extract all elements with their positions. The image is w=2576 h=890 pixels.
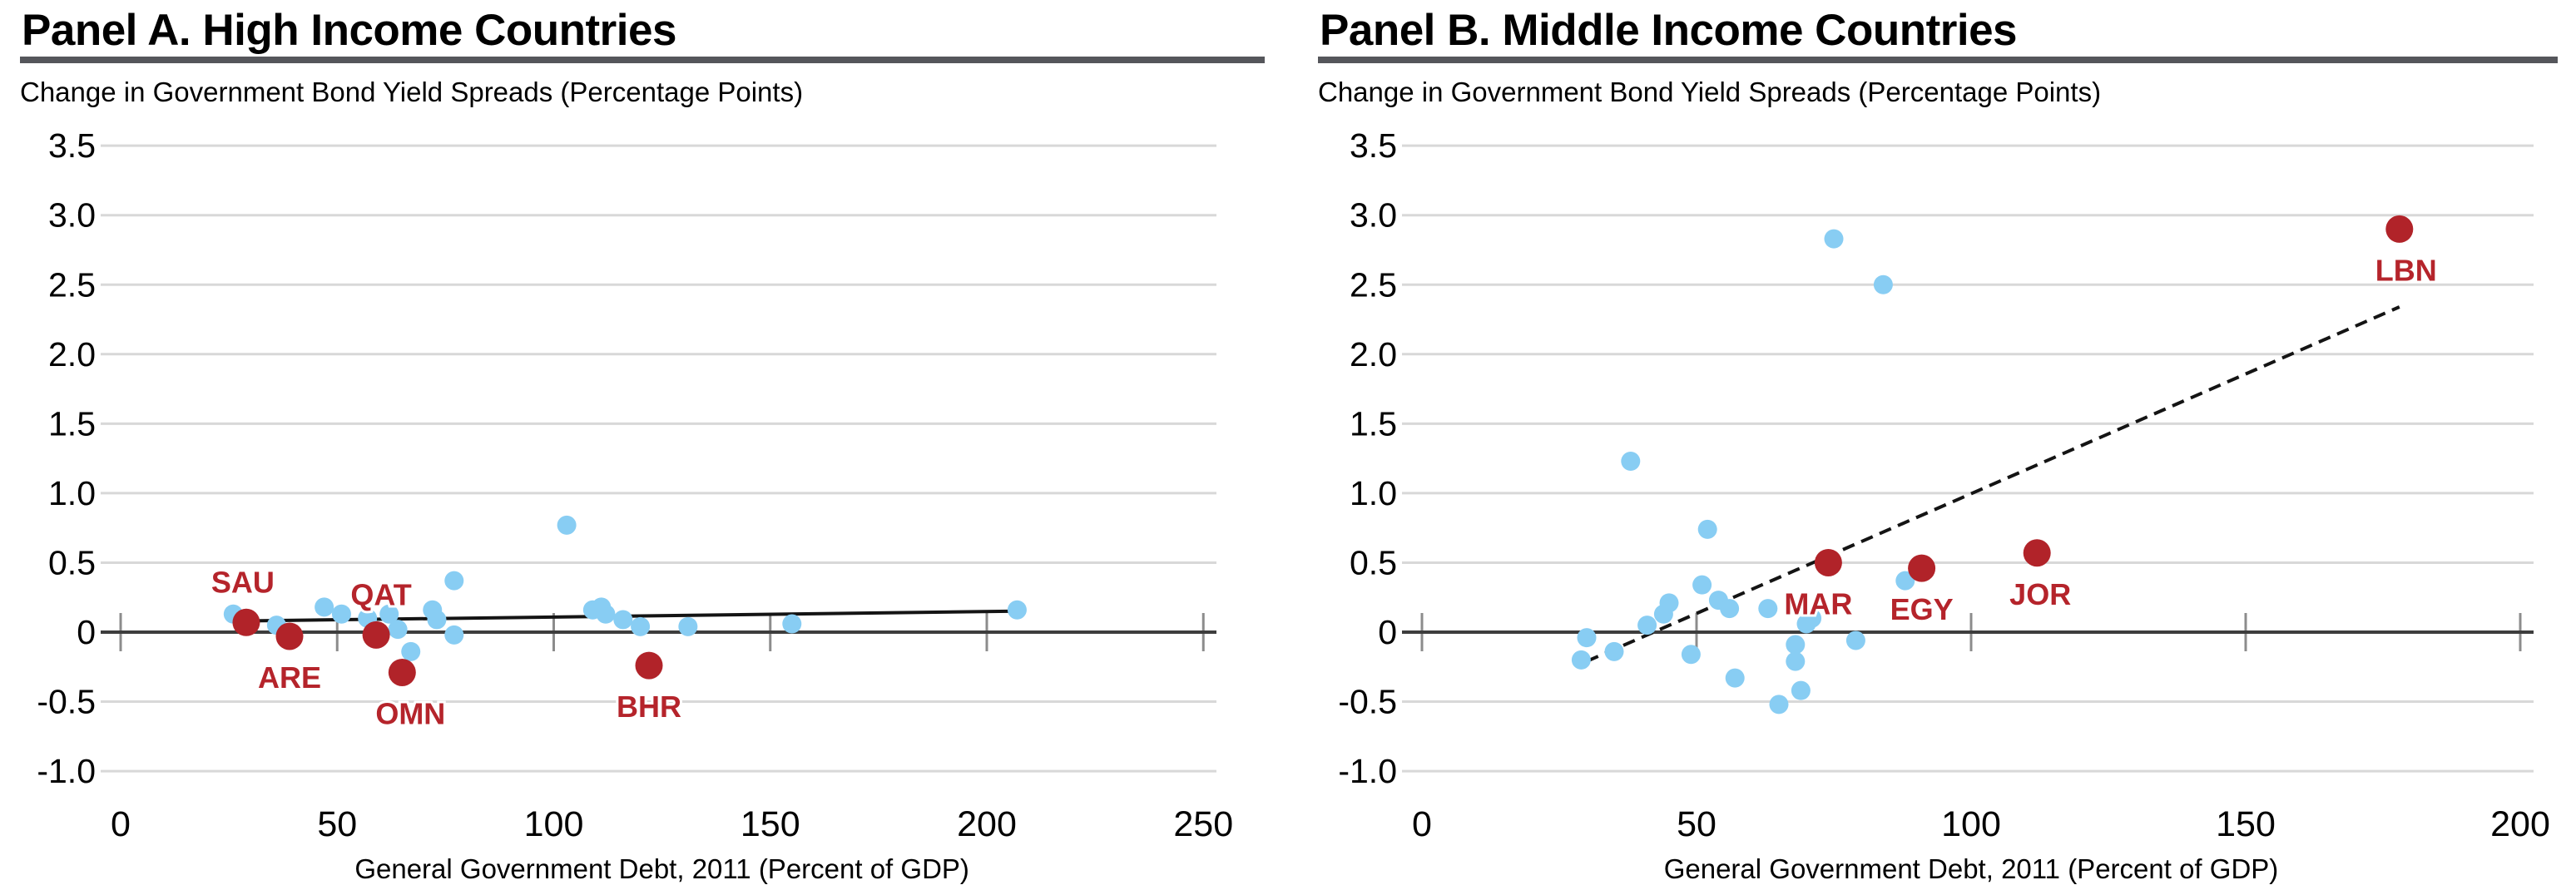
highlighted-point bbox=[275, 622, 304, 650]
x-tick-label: 150 bbox=[741, 804, 800, 844]
scatter-point bbox=[401, 641, 421, 661]
x-tick-label: 250 bbox=[1173, 804, 1233, 844]
scatter-point bbox=[1845, 630, 1865, 650]
y-tick-label: 2.5 bbox=[48, 265, 96, 304]
panel-a-title: Panel A. High Income Countries bbox=[22, 6, 677, 55]
scatter-point bbox=[1720, 599, 1740, 619]
y-tick-label: 2.0 bbox=[1350, 335, 1397, 373]
panel-b-title: Panel B. Middle Income Countries bbox=[1320, 6, 2018, 55]
scatter-point bbox=[1824, 229, 1844, 249]
y-tick-label: -1.0 bbox=[1338, 752, 1397, 790]
scatter-point bbox=[613, 610, 633, 630]
country-label: MAR bbox=[1784, 586, 1852, 621]
scatter-point bbox=[1895, 571, 1915, 591]
scatter-point bbox=[315, 597, 334, 617]
panel-a-y-axis-caption: Change in Government Bond Yield Spreads … bbox=[20, 77, 804, 107]
scatter-point bbox=[1604, 641, 1624, 661]
scatter-point bbox=[1769, 695, 1789, 714]
panel-a-title-rule bbox=[20, 57, 1265, 63]
panel-b-y-axis-caption: Change in Government Bond Yield Spreads … bbox=[1318, 77, 2102, 107]
y-tick-label: 2.5 bbox=[1350, 265, 1397, 304]
scatter-point bbox=[1802, 608, 1822, 628]
y-tick-label: 3.0 bbox=[1350, 196, 1397, 235]
x-tick-label: 50 bbox=[1677, 804, 1717, 844]
highlighted-point bbox=[1814, 548, 1842, 576]
y-tick-label: 0.5 bbox=[48, 543, 96, 581]
scatter-point bbox=[1007, 600, 1027, 620]
country-label: QAT bbox=[350, 577, 411, 611]
x-tick-label: 100 bbox=[524, 804, 584, 844]
country-label: LBN bbox=[2375, 253, 2437, 287]
scatter-point bbox=[557, 515, 577, 535]
country-label: ARE bbox=[258, 660, 321, 695]
scatter-point bbox=[1758, 599, 1778, 619]
scatter-point bbox=[1637, 616, 1657, 635]
highlighted-point bbox=[1908, 554, 1936, 582]
highlighted-point bbox=[2385, 215, 2414, 243]
panel-b-scatter-chart: 3.5 3.0 2.5 2.0 1.5 1.0 0.5 0 -0.5 -1.0 MAR EGY JOR L… bbox=[1338, 126, 2550, 884]
scatter-point bbox=[782, 614, 802, 634]
y-tick-label: 3.0 bbox=[48, 196, 96, 235]
x-tick-label: 0 bbox=[111, 804, 131, 844]
scatter-point bbox=[379, 604, 399, 624]
y-tick-label: 1.0 bbox=[48, 474, 96, 512]
scatter-point bbox=[1786, 651, 1806, 671]
scatter-point bbox=[1571, 650, 1591, 670]
scatter-point bbox=[444, 625, 464, 645]
highlighted-point bbox=[362, 621, 390, 649]
country-label: BHR bbox=[617, 690, 681, 724]
x-tick-label: 100 bbox=[1941, 804, 2001, 844]
x-tick-label: 50 bbox=[317, 804, 357, 844]
y-tick-label: 3.5 bbox=[1350, 126, 1397, 165]
y-tick-label: -0.5 bbox=[37, 683, 96, 721]
y-tick-label: 3.5 bbox=[48, 126, 96, 165]
scatter-point bbox=[1692, 575, 1712, 595]
y-tick-label: 0 bbox=[77, 613, 96, 651]
highlighted-point bbox=[388, 658, 416, 686]
x-axis-title: General Government Debt, 2011 (Percent o… bbox=[354, 853, 969, 884]
y-tick-label: -0.5 bbox=[1338, 683, 1397, 721]
panel-a-scatter-chart: 3.5 3.0 2.5 2.0 1.5 1.0 0.5 0 -0.5 -1.0 SAU ARE QAT O… bbox=[37, 126, 1233, 884]
x-tick-label: 150 bbox=[2216, 804, 2276, 844]
scatter-point bbox=[444, 571, 464, 591]
scatter-point bbox=[1659, 593, 1679, 613]
scatter-point bbox=[427, 610, 447, 630]
scatter-point bbox=[631, 616, 651, 636]
scatter-point bbox=[1621, 451, 1641, 471]
scatter-point bbox=[1577, 628, 1597, 648]
y-tick-label: -1.0 bbox=[37, 752, 96, 790]
scatter-point bbox=[1873, 274, 1893, 294]
y-tick-label: 0.5 bbox=[1350, 543, 1397, 581]
scatter-point bbox=[331, 604, 351, 624]
highlighted-point bbox=[2023, 539, 2051, 567]
x-tick-label: 200 bbox=[2490, 804, 2550, 844]
panel-a-high-income: Panel A. High Income Countries Change in… bbox=[20, 6, 1265, 884]
trend-line bbox=[1586, 305, 2400, 663]
scatter-point bbox=[1791, 680, 1811, 700]
y-tick-label: 2.0 bbox=[48, 335, 96, 373]
scatter-point bbox=[1681, 645, 1701, 665]
scatter-point bbox=[388, 620, 408, 640]
scatter-point bbox=[1725, 668, 1745, 688]
y-tick-label: 1.5 bbox=[48, 404, 96, 443]
scatter-point bbox=[1697, 519, 1717, 539]
x-tick-label: 0 bbox=[1412, 804, 1432, 844]
country-label: SAU bbox=[211, 565, 275, 599]
country-label: JOR bbox=[2009, 577, 2071, 611]
y-tick-label: 1.0 bbox=[1350, 474, 1397, 512]
y-tick-label: 0 bbox=[1378, 613, 1397, 651]
scatter-point bbox=[596, 604, 616, 624]
scatter-point bbox=[678, 616, 698, 636]
scatter-point bbox=[1786, 635, 1806, 655]
x-tick-label: 200 bbox=[957, 804, 1017, 844]
panel-b-title-rule bbox=[1318, 57, 2558, 63]
highlighted-point bbox=[635, 651, 663, 680]
highlighted-point bbox=[232, 608, 260, 636]
x-axis-title: General Government Debt, 2011 (Percent o… bbox=[1664, 853, 2279, 884]
country-label: EGY bbox=[1890, 592, 1954, 626]
y-tick-label: 1.5 bbox=[1350, 404, 1397, 443]
panel-b-middle-income: Panel B. Middle Income Countries Change … bbox=[1298, 0, 2576, 890]
country-label: OMN bbox=[375, 696, 445, 730]
